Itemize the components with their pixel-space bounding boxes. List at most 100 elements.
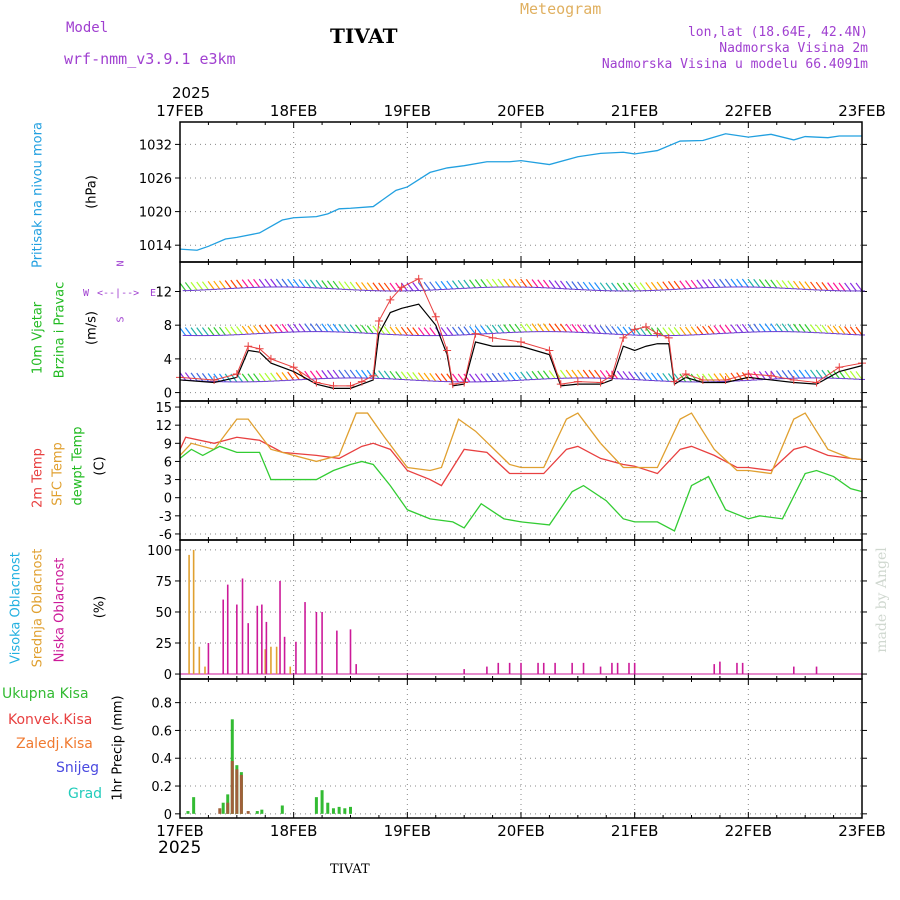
wind-barb xyxy=(355,324,363,334)
wind-barb xyxy=(565,323,573,333)
xtick-label-top: 21FEB xyxy=(611,102,658,120)
ytick-label: 0 xyxy=(164,492,172,507)
wind-barb xyxy=(810,324,818,334)
wind-barb xyxy=(855,371,863,380)
wind-barb xyxy=(474,325,482,335)
wind-barb xyxy=(486,373,494,382)
wind-barb xyxy=(287,278,295,288)
xtick-label-top: 19FEB xyxy=(384,102,431,120)
wind-barb xyxy=(622,282,630,292)
gust-marker xyxy=(630,325,639,334)
wind-barb xyxy=(474,373,482,383)
wind-barb xyxy=(662,281,670,291)
wind-barb xyxy=(525,278,533,288)
wind-barb xyxy=(321,370,329,379)
wind-barb xyxy=(253,373,261,382)
station-title: TIVAT xyxy=(330,24,398,48)
wind-barb xyxy=(599,282,607,292)
gust-marker xyxy=(414,274,423,283)
wind-barb xyxy=(667,281,675,290)
wind-barb xyxy=(469,325,477,335)
xtick-label-bottom: 22FEB xyxy=(725,822,772,840)
wind-barb xyxy=(457,279,465,289)
total-rain-bar xyxy=(331,808,335,814)
wind-barb xyxy=(821,282,829,291)
wind-barb xyxy=(639,371,647,381)
wind-barb xyxy=(344,281,351,291)
wind-barb xyxy=(787,280,795,290)
wind-barb xyxy=(457,326,465,336)
wind-barb xyxy=(344,324,351,333)
wind-barb xyxy=(434,373,442,382)
wind-barb xyxy=(400,326,408,336)
ytick-label: 0.8 xyxy=(151,697,172,712)
wind-barb xyxy=(332,323,340,333)
ytick-label: 12 xyxy=(155,419,172,434)
wind-barb xyxy=(326,369,334,379)
wind-barb xyxy=(605,325,613,335)
wind-barb xyxy=(582,369,590,379)
wind-barb xyxy=(559,280,567,290)
wind-barb xyxy=(605,282,613,292)
wind-barb xyxy=(315,279,323,289)
wind-barb xyxy=(781,370,789,379)
gust-marker xyxy=(653,329,662,338)
ytick-label: 1026 xyxy=(139,172,172,187)
wind-barb xyxy=(508,278,516,288)
wind-barb xyxy=(548,323,556,333)
wind-barb xyxy=(361,369,369,379)
wind-barb xyxy=(588,369,596,379)
wind-barb xyxy=(849,370,857,380)
wind-barb xyxy=(827,325,835,334)
wind-barb xyxy=(423,281,431,291)
wind-barb xyxy=(218,280,226,290)
gust-marker xyxy=(767,371,776,380)
wind-barb xyxy=(770,323,778,332)
wind-barb xyxy=(241,279,249,289)
top-year-label: 2025 xyxy=(172,84,211,102)
wind-barb xyxy=(429,327,437,336)
gust-marker xyxy=(642,322,651,331)
wind-barb xyxy=(719,278,727,288)
wind-barb xyxy=(201,327,209,336)
wind-barb xyxy=(236,326,243,335)
wind-barb xyxy=(537,323,545,332)
total-rain-bar xyxy=(326,802,330,814)
frz-rain-bar xyxy=(226,802,230,814)
wind-barb xyxy=(258,324,266,334)
wind-barb xyxy=(804,369,812,379)
wind-barb xyxy=(207,281,215,290)
wind-barb xyxy=(480,325,488,335)
frz-rain-bar xyxy=(230,761,234,814)
wind-barb xyxy=(713,325,721,334)
wind-barb xyxy=(355,369,363,379)
wind-barb xyxy=(446,326,454,336)
wind-barb xyxy=(758,323,766,333)
wind-barb xyxy=(463,373,471,383)
ytick-label: 100 xyxy=(147,544,172,559)
wind-barb xyxy=(480,373,488,383)
wind-barb xyxy=(474,279,482,288)
gust-marker xyxy=(471,329,480,338)
wind-barb xyxy=(849,326,857,336)
xtick-label-bottom: 21FEB xyxy=(611,822,658,840)
wind-barb xyxy=(775,323,783,332)
wind-barb xyxy=(344,369,351,379)
wind-barb xyxy=(417,327,425,336)
xtick-label-bottom: 20FEB xyxy=(497,822,544,840)
gust-marker xyxy=(397,283,406,292)
wind-barb xyxy=(315,370,323,379)
gust-marker xyxy=(744,370,753,379)
wind-barb xyxy=(253,325,261,334)
gust-marker xyxy=(545,346,554,355)
wind-barb xyxy=(247,373,255,383)
gust-marker xyxy=(374,316,383,325)
gust-marker xyxy=(346,381,355,390)
wind-barb xyxy=(275,278,283,288)
wind-barb xyxy=(497,278,505,288)
wind-barb xyxy=(326,280,334,290)
wind-barb xyxy=(645,327,653,336)
wind-barb xyxy=(855,282,863,292)
wind-barb xyxy=(577,324,584,333)
wind-barb xyxy=(662,327,670,336)
